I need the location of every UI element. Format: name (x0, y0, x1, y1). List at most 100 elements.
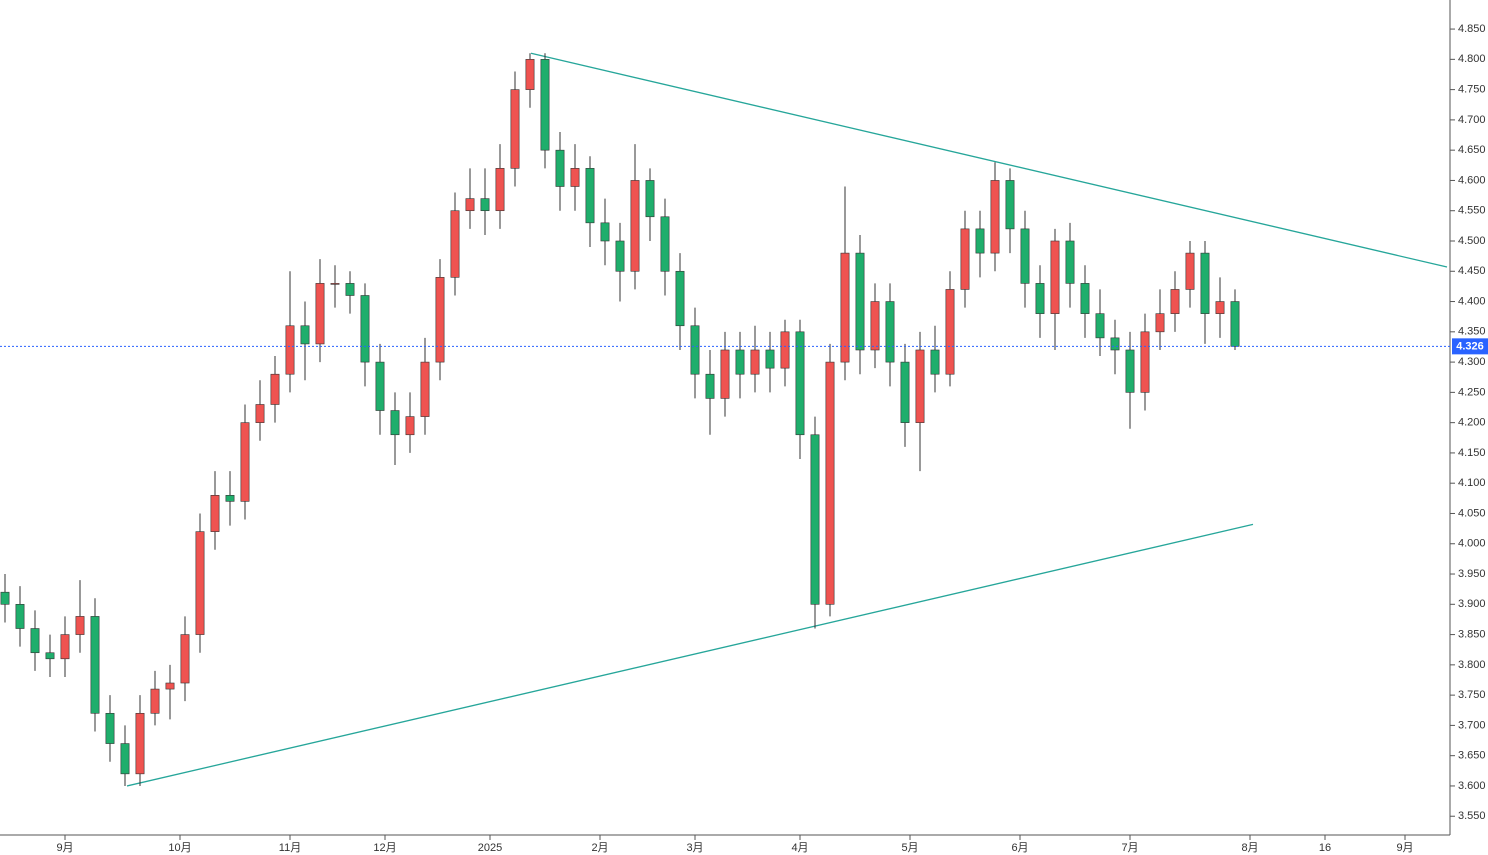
candle-body (660, 216, 670, 272)
candle-body (735, 349, 745, 375)
candle-body (540, 59, 550, 151)
candle-body (465, 198, 475, 212)
candle-body (375, 361, 385, 411)
candle-body (1125, 349, 1135, 393)
candle-body (630, 180, 640, 272)
candle-body (1140, 331, 1150, 393)
y-tick-label: 4.250 (1458, 386, 1486, 398)
candle-body (1035, 283, 1045, 314)
candle-body (1095, 313, 1105, 339)
candle-body (555, 149, 565, 187)
x-tick-label: 9月 (1396, 842, 1413, 854)
candle-body (960, 228, 970, 290)
candle-body (1155, 313, 1165, 333)
y-tick-label: 4.700 (1458, 114, 1486, 126)
candle-body (900, 361, 910, 423)
candle-body (420, 361, 430, 417)
x-tick-label: 9月 (56, 842, 73, 854)
candle-body (615, 240, 625, 272)
candle-body (45, 652, 55, 660)
trend-line (530, 52, 1448, 268)
candle-body (60, 634, 70, 660)
candle-body (300, 325, 310, 345)
candle-body (480, 198, 490, 212)
candle-body (435, 277, 445, 363)
last-price-box (1452, 338, 1488, 355)
y-tick-label: 4.200 (1458, 417, 1486, 429)
candle-body (0, 591, 10, 605)
candle-body (1080, 283, 1090, 314)
y-tick-label: 4.450 (1458, 265, 1486, 277)
candle-body (1170, 289, 1180, 314)
candle-body (645, 180, 655, 218)
candle-body (345, 283, 355, 296)
candle-body (315, 283, 325, 345)
candle-body (210, 495, 220, 532)
candle-body (1020, 228, 1030, 284)
candle-body (510, 89, 520, 169)
last-price-label: 4.326 (1456, 340, 1484, 352)
candle-body (690, 325, 700, 375)
candle-body (1050, 240, 1060, 314)
candle-body (405, 416, 415, 436)
y-tick-label: 4.050 (1458, 507, 1486, 519)
candle-body (930, 349, 940, 375)
candle-body (360, 295, 370, 363)
y-tick-label: 3.550 (1458, 810, 1486, 822)
y-tick-label: 4.600 (1458, 174, 1486, 186)
candle-body (720, 349, 730, 399)
x-tick-label: 10月 (168, 842, 191, 854)
candle-body (75, 616, 85, 635)
y-tick-label: 4.150 (1458, 447, 1486, 459)
y-tick-label: 3.900 (1458, 598, 1486, 610)
x-tick-label: 11月 (279, 842, 301, 854)
candle-body (780, 331, 790, 369)
trend-line (126, 523, 1254, 787)
candle-body (810, 434, 820, 605)
candle-body (585, 168, 595, 224)
candle-body (750, 349, 760, 375)
candle-body (15, 604, 25, 629)
candle-body (705, 373, 715, 399)
y-tick-label: 4.100 (1458, 477, 1486, 489)
candle-body (840, 252, 850, 363)
candle-body (765, 349, 775, 369)
y-tick-label: 4.350 (1458, 326, 1486, 338)
x-tick-label: 2025 (478, 842, 502, 854)
candle-body (855, 252, 865, 351)
candle-body (975, 228, 985, 254)
candle-body (1200, 252, 1210, 314)
candle-body (135, 712, 145, 775)
y-tick-label: 4.650 (1458, 144, 1486, 156)
candle-body (945, 289, 955, 375)
x-tick-label: 4月 (791, 842, 808, 854)
candle-body (990, 180, 1000, 254)
candle-body (825, 361, 835, 605)
candle-body (180, 634, 190, 684)
y-tick-label: 4.750 (1458, 84, 1486, 96)
candle-body (240, 422, 250, 502)
candle-body (570, 168, 580, 187)
x-tick-label: 7月 (1121, 842, 1138, 854)
y-tick-label: 4.500 (1458, 235, 1486, 247)
candle-body (165, 682, 175, 690)
candle-body (1185, 252, 1195, 290)
y-tick-label: 3.750 (1458, 689, 1486, 701)
candle-body (870, 301, 880, 351)
candle-body (600, 222, 610, 242)
candle-body (795, 331, 805, 436)
candle-body (495, 168, 505, 212)
y-tick-label: 3.850 (1458, 628, 1486, 640)
y-tick-label: 3.800 (1458, 659, 1486, 671)
x-tick-label: 16 (1319, 842, 1331, 854)
candle-body (255, 404, 265, 423)
y-tick-label: 4.300 (1458, 356, 1486, 368)
candle-body (270, 373, 280, 405)
x-tick-label: 3月 (686, 842, 703, 854)
candle-body (915, 349, 925, 423)
candle-body (450, 210, 460, 278)
candle-body (885, 301, 895, 363)
